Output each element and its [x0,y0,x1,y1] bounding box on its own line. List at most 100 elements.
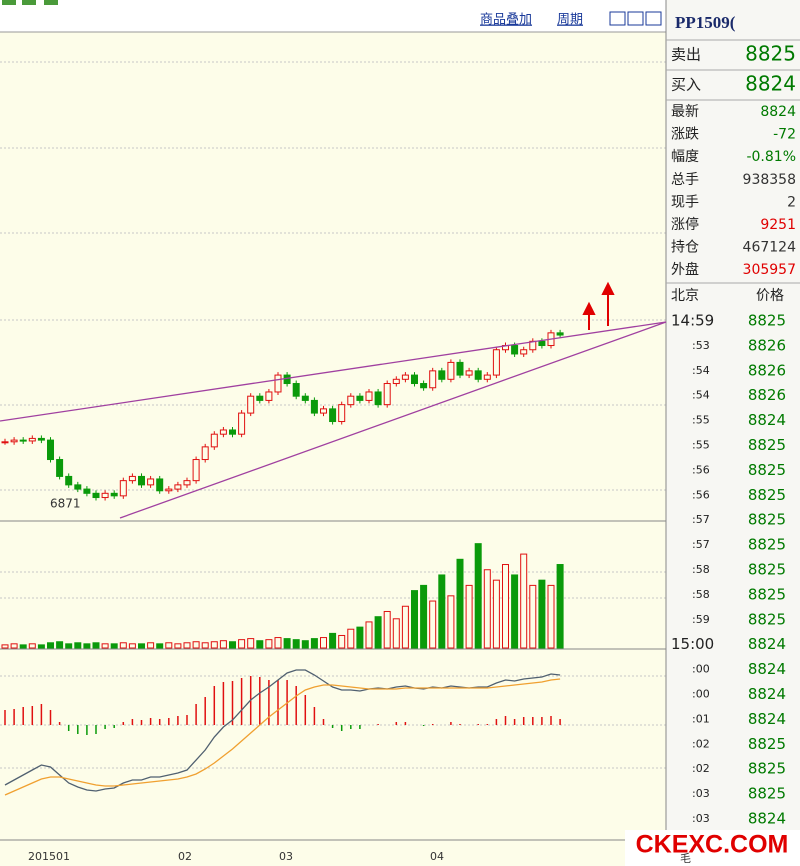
candle [174,484,182,490]
candle [438,370,446,380]
volume-bar [456,558,464,649]
watermark-bg [625,830,800,866]
candle [56,459,64,477]
candle [538,340,546,347]
period-button[interactable]: 周期 [557,13,583,28]
candle [192,459,200,482]
quote-value: 9251 [760,217,796,233]
icon[interactable] [2,0,16,5]
volume-bar [128,643,136,649]
volume-bar [547,584,555,649]
tick-price: 8825 [748,436,786,454]
candle [447,361,455,380]
candle [138,475,145,486]
volume-bar [37,644,45,649]
volume-bar [292,639,300,649]
volume-bar [156,643,164,649]
candles [1,329,564,796]
volume-bar [19,644,27,649]
candle [183,480,191,486]
volume-bar [110,643,118,649]
overlay-button[interactable]: 商品叠加 [480,13,532,28]
candle [456,361,464,376]
candle [28,437,36,442]
candle [365,391,373,401]
icon[interactable] [44,0,58,5]
tick-time: :55 [692,439,710,452]
volume-bar [447,595,455,649]
tick-price: 8825 [748,760,786,778]
volume-bar [10,643,18,649]
chart-bg [0,0,666,866]
volume-bar [320,637,327,649]
tick-price: 8826 [748,386,786,404]
candle [420,383,428,389]
candle [329,408,337,423]
tick-price: 8825 [748,735,786,753]
volume-bar [383,610,391,649]
quote-label: 最新 [671,104,699,120]
tick-price: 8824 [748,635,786,653]
candle [37,437,45,441]
volume-bar [365,621,373,649]
tick-time: :58 [692,563,710,576]
quote-label: 涨跌 [671,127,699,143]
quote-value: 8824 [760,104,796,120]
candle [247,395,255,414]
volume-bar [438,574,446,649]
quote-panel: 卖出 8825 买入 8824 最新 8824 涨跌 -72 幅度 -0.81% 总手 938358 现… [666,39,800,828]
volume-bar [520,553,528,649]
tick-time: :54 [692,389,710,402]
candle [474,370,482,380]
volume-bar [201,642,209,649]
tick-time: :03 [692,787,710,800]
volume-bar [538,579,546,649]
tick-price: 8824 [748,660,786,678]
candle [19,439,27,442]
volume-bar [483,569,491,649]
tick-price: 8825 [748,536,786,554]
candle [356,395,364,401]
tick-time: 15:00 [671,635,714,653]
bid-ask-value: 8824 [745,72,796,96]
tick-time: :53 [692,339,710,352]
tick-price: 8825 [748,461,786,479]
tick-time: :57 [692,538,710,551]
trend-line [119,321,667,519]
x-label: 02 [178,850,192,863]
volume-bar [65,643,73,649]
volume-bar [119,642,127,649]
tick-time: :56 [692,463,710,476]
volume-bar [492,579,500,649]
candle [265,391,273,401]
bid-ask-value: 8825 [745,42,796,66]
candle [47,439,54,461]
volume-bar [329,632,337,649]
tick-price: 8825 [748,585,786,603]
candle [511,345,519,355]
tick-time: :01 [692,712,710,725]
tick-price: 8826 [748,336,786,354]
volume-bar [529,584,537,649]
tick-time: 14:59 [671,312,714,330]
tick-price: 8824 [748,411,786,429]
tick-price: 8825 [748,312,786,330]
volume-bar [256,640,264,649]
toolbar [0,0,666,32]
zoom-buttons[interactable] [609,11,662,26]
candle [338,404,346,423]
candle [274,374,282,393]
tick-time: :00 [692,688,710,701]
tick-time: :59 [692,613,710,626]
candle [229,429,236,435]
candle [238,412,246,435]
candle [310,399,318,414]
candle [556,332,564,336]
quote-label: 外盘 [671,261,699,278]
tick-time: :55 [692,414,710,427]
candle [401,374,409,380]
candle [110,492,118,497]
watermark: CKEXC.COM [636,831,789,859]
icon[interactable] [22,0,36,5]
